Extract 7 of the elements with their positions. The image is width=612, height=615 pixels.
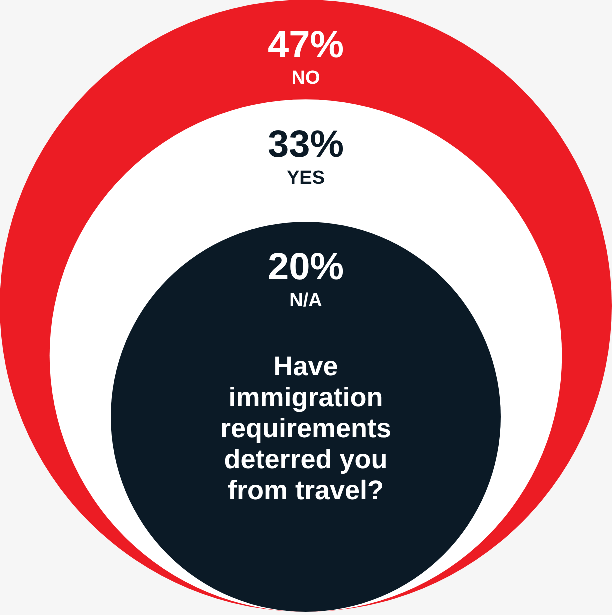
text: Have immigration requirements deterred you from travel? — [220, 351, 392, 506]
data-label: 47% — [268, 24, 344, 66]
category-label: NO — [292, 68, 320, 90]
data-label: 20% — [268, 246, 344, 289]
category-label: N/A — [290, 290, 323, 312]
data-label: 33% — [268, 124, 344, 166]
category-label: YES — [286, 168, 326, 189]
